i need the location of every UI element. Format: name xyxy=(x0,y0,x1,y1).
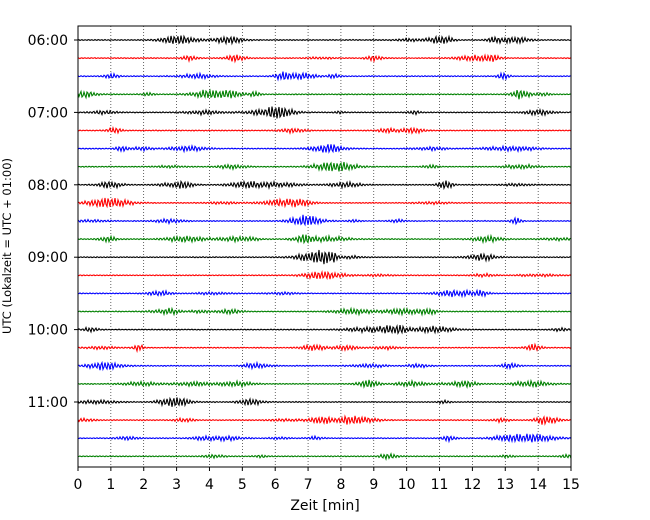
x-tick-label: 4 xyxy=(205,477,214,493)
trace-6 xyxy=(77,144,572,154)
x-tick-label: 12 xyxy=(463,477,481,493)
trace-11 xyxy=(77,233,572,245)
x-tick-label: 11 xyxy=(431,477,449,493)
y-axis: 06:00 07:00 08:00 09:00 10:00 11:00 xyxy=(28,33,78,411)
trace-10 xyxy=(77,214,572,227)
trace-3 xyxy=(77,88,572,100)
y-tick-label: 06:00 xyxy=(28,33,68,49)
x-axis: 0 1 2 3 4 5 6 7 8 9 10 11 12 13 14 15 xyxy=(74,467,580,493)
trace-18 xyxy=(77,360,572,372)
y-tick-label: 07:00 xyxy=(28,105,68,121)
x-tick-label: 14 xyxy=(529,477,547,493)
y-tick-label: 08:00 xyxy=(28,178,68,194)
plot-frame xyxy=(77,25,572,468)
trace-5 xyxy=(77,125,572,135)
trace-7 xyxy=(77,161,572,172)
x-axis-label: Zeit [min] xyxy=(290,498,359,514)
trace-16 xyxy=(77,323,572,336)
trace-8 xyxy=(77,179,572,191)
trace-19 xyxy=(77,378,572,390)
trace-2 xyxy=(77,71,572,82)
y-tick-label: 10:00 xyxy=(28,323,68,339)
y-axis-label: UTC (Lokalzeit = UTC + 01:00) xyxy=(0,158,14,334)
grid-layer xyxy=(77,26,572,467)
trace-15 xyxy=(77,306,572,317)
trace-layer xyxy=(77,34,572,462)
trace-9 xyxy=(77,197,572,209)
x-tick-label: 7 xyxy=(304,477,313,493)
x-tick-label: 3 xyxy=(172,477,181,493)
y-tick-label: 09:00 xyxy=(28,250,68,266)
trace-0 xyxy=(77,34,572,46)
x-tick-label: 0 xyxy=(74,477,83,493)
trace-21 xyxy=(77,414,572,426)
x-tick-label: 8 xyxy=(336,477,345,493)
x-tick-label: 9 xyxy=(369,477,378,493)
x-tick-label: 6 xyxy=(271,477,280,493)
x-tick-label: 5 xyxy=(238,477,247,493)
y-tick-label: 11:00 xyxy=(28,395,68,411)
trace-13 xyxy=(77,269,572,281)
trace-22 xyxy=(77,432,572,444)
trace-17 xyxy=(77,342,572,354)
trace-23 xyxy=(77,452,572,462)
x-tick-label: 2 xyxy=(139,477,148,493)
x-tick-label: 15 xyxy=(562,477,580,493)
trace-20 xyxy=(77,396,572,408)
trace-1 xyxy=(77,53,572,64)
x-tick-label: 13 xyxy=(496,477,514,493)
trace-14 xyxy=(77,288,572,299)
x-tick-label: 10 xyxy=(398,477,416,493)
trace-4 xyxy=(77,106,572,119)
x-tick-label: 1 xyxy=(106,477,115,493)
trace-12 xyxy=(77,249,572,265)
